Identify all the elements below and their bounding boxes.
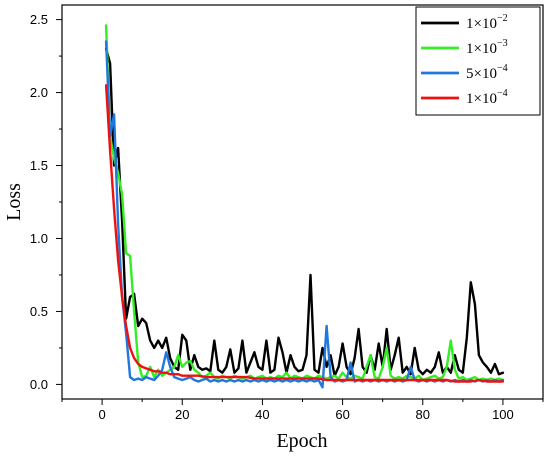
legend: 1×10−2 1×10−3 5×10−4 1×10−4: [415, 6, 541, 116]
y-tick-label: 0.0: [30, 377, 48, 392]
y-tick-label: 2.5: [30, 12, 48, 27]
x-axis-title: Epoch: [276, 430, 327, 452]
y-tick-label: 2.0: [30, 85, 48, 100]
x-tick-label: 40: [255, 407, 269, 422]
y-tick-label: 0.5: [30, 304, 48, 319]
series-line-2: [104, 24, 505, 382]
legend-label-1: 1×10−2: [466, 13, 508, 32]
x-tick-label: 60: [335, 407, 349, 422]
series-layer: [104, 24, 505, 389]
x-tick-label: 0: [98, 407, 105, 422]
series-line-1: [104, 47, 505, 377]
x-tick-label: 80: [416, 407, 430, 422]
y-tick-label: 1.5: [30, 158, 48, 173]
y-axis-title: Loss: [3, 183, 25, 221]
legend-label-3: 5×10−4: [466, 63, 508, 82]
x-tick-label: 100: [492, 407, 514, 422]
legend-label-2: 1×10−3: [466, 38, 508, 57]
legend-label-4: 1×10−4: [466, 88, 508, 107]
x-tick-label: 20: [175, 407, 189, 422]
series-line-4: [104, 84, 505, 383]
ticks: 0 20 40 60 80 100 0.0 0.5 1.0 1.5 2.0 2.5: [30, 12, 544, 422]
y-tick-label: 1.0: [30, 231, 48, 246]
